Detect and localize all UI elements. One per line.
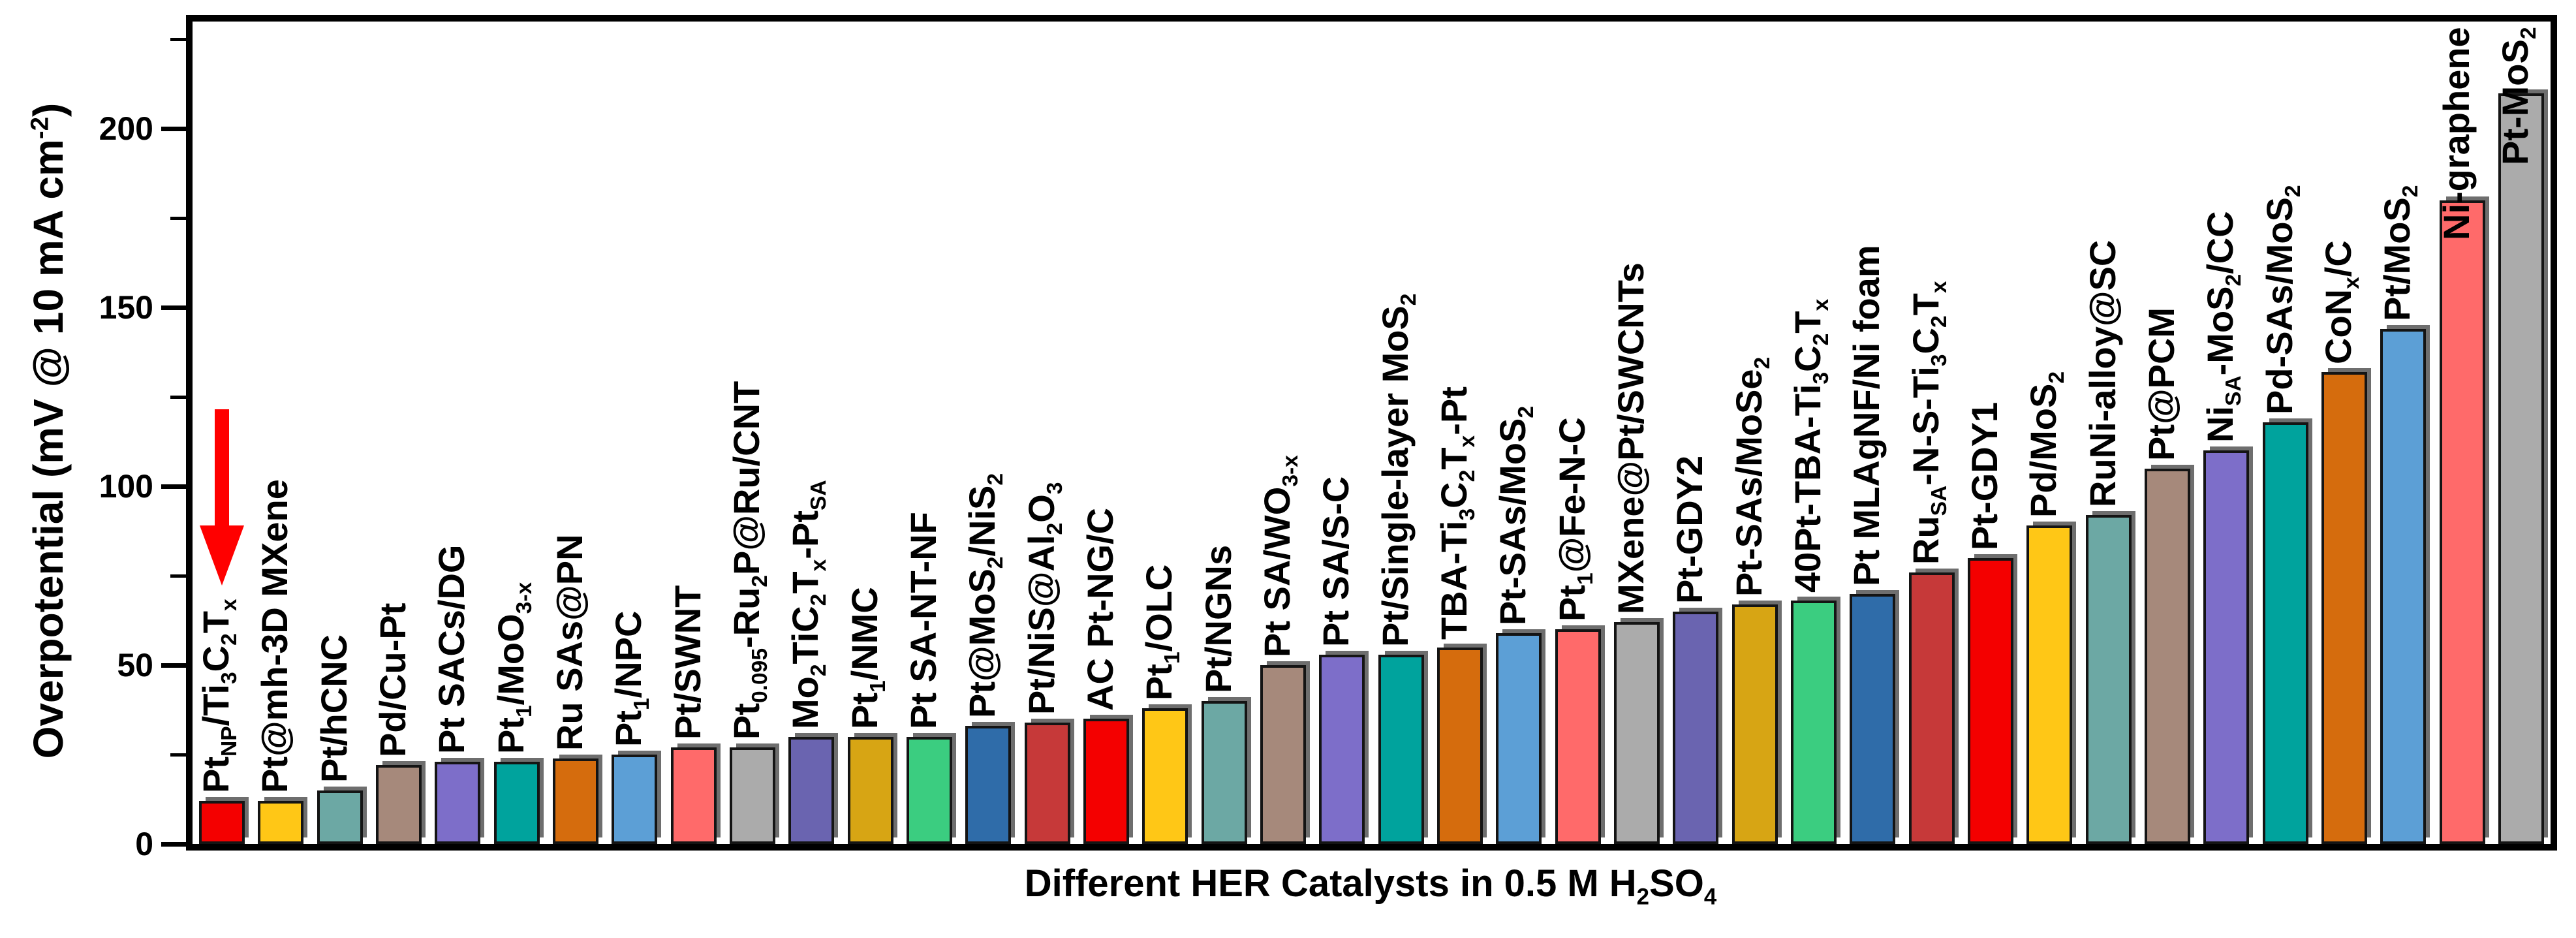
highlight-arrow-icon bbox=[200, 409, 244, 586]
bar-Pt/MoS2 bbox=[2380, 329, 2426, 844]
bar-label: MXene@Pt/SWCNTs bbox=[1610, 262, 1651, 614]
bar-Pt/SWNT bbox=[671, 747, 717, 844]
bar-label: Pd/MoS2 bbox=[2023, 371, 2070, 518]
bar-Pt0.095-Ru2P@Ru/CNT bbox=[730, 747, 775, 844]
y-tick-label: 100 bbox=[99, 468, 153, 505]
bar-Pt-GDY2 bbox=[1673, 612, 1718, 844]
bar-Pt1/MoO3-x bbox=[494, 762, 540, 844]
bar-Pt@MoS2/NiS2 bbox=[965, 726, 1011, 844]
y-tick-label: 50 bbox=[117, 647, 153, 683]
y-axis-tick bbox=[170, 396, 186, 399]
bar-label: Pt0.095-Ru2P@Ru/CNT bbox=[726, 381, 773, 740]
bar-MXene@Pt/SWCNTs bbox=[1614, 622, 1660, 844]
bar-label: TBA-Ti3C2Tx-Pt bbox=[1433, 386, 1480, 640]
bar-label: Pd-SAs/MoS2 bbox=[2259, 185, 2306, 414]
y-axis-tick bbox=[161, 663, 186, 668]
bar-Pt-SAs/MoS2 bbox=[1496, 633, 1542, 844]
bar-label: Pt/hCNC bbox=[313, 634, 354, 783]
y-axis-tick bbox=[161, 127, 186, 131]
bar-Pt SA/WO3-x bbox=[1260, 665, 1306, 844]
bar-label: Pt1/OLC bbox=[1138, 564, 1185, 700]
bar-label: Pt@MoS2/NiS2 bbox=[961, 473, 1008, 718]
bar-Pt/Single-layer MoS2 bbox=[1378, 655, 1424, 844]
bar-label: Pt-GDY2 bbox=[1669, 455, 1710, 604]
bar-label: 40Pt-TBA-Ti3C2Tx bbox=[1787, 298, 1834, 593]
bar-label: RuSA-N-S-Ti3C2Tx bbox=[1905, 281, 1952, 565]
bar-label: Pt SA-NT-NF bbox=[903, 512, 944, 729]
bar-label: Pt1@Fe-N-C bbox=[1551, 417, 1598, 621]
bar-label: Pt MLAgNF/Ni foam bbox=[1846, 245, 1887, 586]
bar-label: Ru SAs@PN bbox=[549, 534, 590, 751]
bar-Pd-SAs/MoS2 bbox=[2263, 422, 2308, 844]
bar-label: Pt/Single-layer MoS2 bbox=[1374, 293, 1421, 647]
bar-Pt/hCNC bbox=[317, 790, 363, 844]
x-axis-label: Different HER Catalysts in 0.5 M H2SO4 bbox=[1024, 862, 1717, 910]
bar-label: Pt@PCM bbox=[2141, 307, 2182, 461]
y-tick-label: 200 bbox=[99, 110, 153, 147]
bar-Pt-GDY1 bbox=[1968, 558, 2013, 844]
bar-PtNP/Ti3C2Tx bbox=[199, 801, 245, 844]
bar-Pd/MoS2 bbox=[2026, 525, 2072, 844]
bar-Pt@mh-3D MXene bbox=[258, 801, 303, 844]
bar-Pt@PCM bbox=[2145, 469, 2190, 844]
bar-label: Mo2TiC2Tx-PtSA bbox=[784, 480, 831, 729]
bar-Pt/NGNs bbox=[1202, 701, 1247, 844]
y-axis-tick bbox=[170, 38, 186, 41]
bar-label: NiSA-MoS2/CC bbox=[2199, 211, 2246, 443]
bar-RuNi-alloy@SC bbox=[2086, 515, 2132, 844]
plot-area: PtNP/Ti3C2Tx Pt@mh-3D MXene Pt/hCNC Pd/Cu-P… bbox=[193, 22, 2551, 844]
bar-label: Pd/Cu-Pt bbox=[372, 602, 413, 757]
bar-Pd/Cu-Pt bbox=[376, 765, 422, 844]
bar-Pt MLAgNF/Ni foam bbox=[1850, 594, 1895, 844]
bar-Pt SACs/DG bbox=[435, 762, 480, 844]
y-axis-tick bbox=[170, 753, 186, 757]
bar-RuSA-N-S-Ti3C2Tx bbox=[1909, 572, 1955, 844]
bar-Pt-SAs/MoSe2 bbox=[1732, 604, 1778, 844]
bar-NiSA-MoS2/CC bbox=[2203, 450, 2249, 844]
bar-label: Pt@mh-3D MXene bbox=[254, 479, 295, 793]
bar-40Pt-TBA-Ti3C2Tx bbox=[1791, 601, 1837, 844]
bar-AC Pt-NG/C bbox=[1083, 719, 1129, 844]
y-axis-tick bbox=[161, 484, 186, 489]
bar-label: Pt-MoS2 bbox=[2494, 27, 2541, 165]
y-tick-label: 0 bbox=[135, 826, 153, 862]
bar-label: Pt SA/S-C bbox=[1315, 476, 1356, 647]
bar-label: Pt/SWNT bbox=[667, 585, 708, 740]
bar-label: Pt/NiS@Al2O3 bbox=[1021, 482, 1068, 715]
bar-label: Pt SA/WO3-x bbox=[1256, 455, 1303, 657]
bar-label: Ni-graphene bbox=[2436, 27, 2477, 240]
bar-label: AC Pt-NG/C bbox=[1079, 507, 1121, 711]
bar-Pt SA/S-C bbox=[1319, 655, 1365, 844]
bar-Ru SAs@PN bbox=[553, 758, 598, 844]
bar-label: Pt1/MoO3-x bbox=[490, 582, 537, 754]
bar-label: Pt/NGNs bbox=[1198, 544, 1239, 693]
bar-label: Pt1/NPC bbox=[608, 610, 655, 747]
bar-Pt1/NPC bbox=[612, 755, 657, 844]
y-axis-tick bbox=[161, 305, 186, 310]
bar-label: CoNx/C bbox=[2318, 240, 2365, 364]
bar-Ni-graphene bbox=[2440, 200, 2485, 844]
y-tick-label: 150 bbox=[99, 289, 153, 326]
bar-label: RuNi-alloy@SC bbox=[2082, 240, 2123, 507]
bar-label: Pt1/NMC bbox=[844, 587, 891, 729]
bar-label: Pt-SAs/MoSe2 bbox=[1728, 356, 1775, 597]
y-axis-tick bbox=[170, 217, 186, 220]
bar-Pt-MoS2 bbox=[2498, 93, 2544, 844]
bar-Pt1/OLC bbox=[1142, 708, 1188, 844]
bar-label: Pt/MoS2 bbox=[2376, 185, 2423, 321]
bar-Pt1@Fe-N-C bbox=[1555, 629, 1601, 844]
bar-Pt SA-NT-NF bbox=[907, 737, 952, 844]
bar-Mo2TiC2Tx-PtSA bbox=[788, 737, 834, 844]
bar-label: PtNP/Ti3C2Tx bbox=[195, 599, 242, 793]
bar-Pt/NiS@Al2O3 bbox=[1025, 723, 1070, 844]
y-axis-tick bbox=[170, 574, 186, 578]
bar-label: Pt-GDY1 bbox=[1964, 401, 2005, 550]
bar-TBA-Ti3C2Tx-Pt bbox=[1437, 648, 1483, 844]
bar-label: Pt SACs/DG bbox=[431, 544, 472, 755]
bar-CoNx/C bbox=[2321, 372, 2367, 844]
bar-label: Pt-SAs/MoS2 bbox=[1492, 405, 1539, 625]
y-axis-tick bbox=[161, 842, 186, 847]
bar-Pt1/NMC bbox=[848, 737, 893, 844]
